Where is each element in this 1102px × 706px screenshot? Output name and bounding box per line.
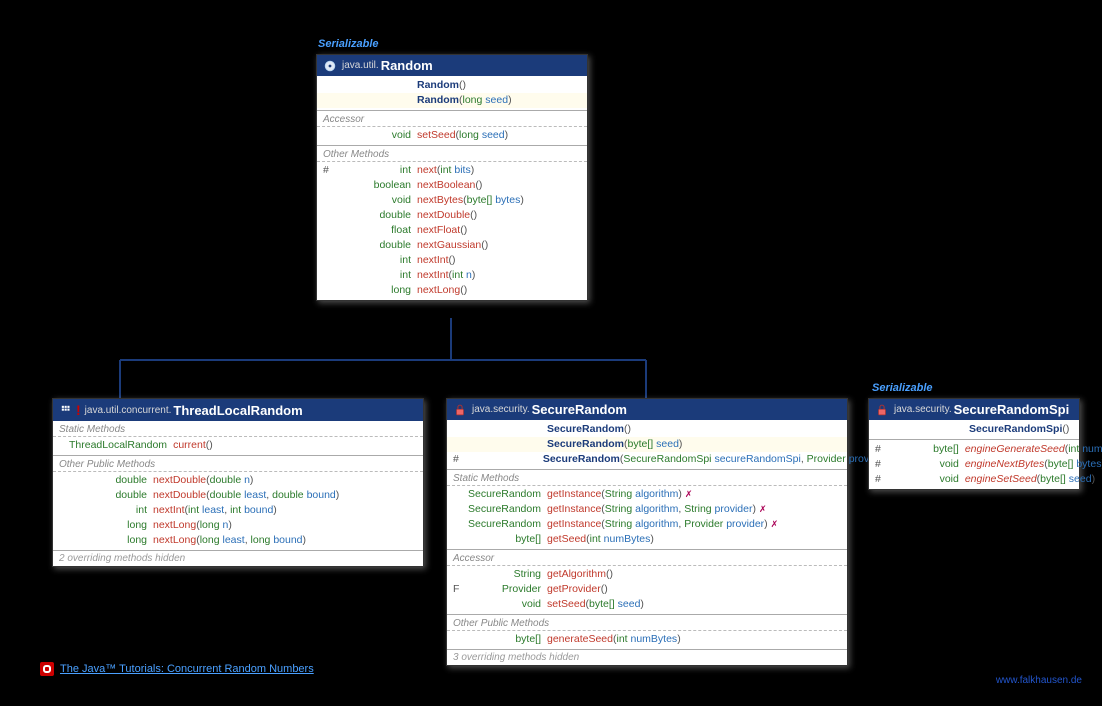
class-title-tlr: ! java.util.concurrent.ThreadLocalRandom [53, 399, 423, 421]
method-nextInt: intnextInt () [317, 253, 587, 268]
method-nextDouble: doublenextDouble (double least, double b… [53, 488, 423, 503]
tutorial-link-text: The Java™ Tutorials: Concurrent Random N… [60, 663, 314, 675]
section-label: Other Public Methods [53, 458, 423, 472]
package-label: java.util.concurrent. [85, 405, 172, 416]
package-label: java.util. [342, 60, 379, 71]
section-label: Other Methods [317, 148, 587, 162]
lock-icon [453, 403, 467, 417]
class-title-random: java.util.Random [317, 55, 587, 76]
method-nextLong: longnextLong (long n) [53, 518, 423, 533]
gear-icon [323, 59, 337, 73]
method-getInstance: SecureRandomgetInstance (String algorith… [447, 487, 847, 502]
section-label: Static Methods [447, 472, 847, 486]
section-label: Accessor [317, 113, 587, 127]
section-label: Other Public Methods [447, 617, 847, 631]
class-name: SecureRandom [532, 402, 627, 417]
method-getAlgorithm: StringgetAlgorithm () [447, 567, 847, 582]
class-title-secure: java.security.SecureRandom [447, 399, 847, 420]
tutorial-link[interactable]: The Java™ Tutorials: Concurrent Random N… [40, 662, 314, 676]
method-nextLong: longnextLong () [317, 283, 587, 298]
constructor: Random (long seed) [317, 93, 587, 108]
constructor: SecureRandom () [447, 422, 847, 437]
method-nextBoolean: booleannextBoolean () [317, 178, 587, 193]
method-generateSeed: byte[]generateSeed (int numBytes) [447, 632, 847, 647]
class-random: java.util.Random Random ()Random (long se… [316, 54, 588, 301]
hidden-methods-note: 2 overriding methods hidden [53, 551, 423, 566]
method-nextInt: intnextInt (int least, int bound) [53, 503, 423, 518]
method-nextInt: intnextInt (int n) [317, 268, 587, 283]
constructor: #SecureRandom (SecureRandomSpi secureRan… [447, 452, 847, 467]
method-nextFloat: floatnextFloat () [317, 223, 587, 238]
method-engineGenerateSeed: #byte[]engineGenerateSeed (int numBytes) [869, 442, 1079, 457]
section-label: Accessor [447, 552, 847, 566]
interface-label-serializable-2: Serializable [872, 382, 933, 394]
method-nextGaussian: doublenextGaussian () [317, 238, 587, 253]
constructor: SecureRandom (byte[] seed) [447, 437, 847, 452]
grid-icon [59, 403, 73, 417]
interface-label-serializable-1: Serializable [318, 38, 379, 50]
package-label: java.security. [894, 404, 952, 415]
method-getProvider: FProvidergetProvider () [447, 582, 847, 597]
method-engineNextBytes: #voidengineNextBytes (byte[] bytes) [869, 457, 1079, 472]
method-setSeed: voidsetSeed (long seed) [317, 128, 587, 143]
oracle-icon [40, 662, 54, 676]
lock-icon [875, 403, 889, 417]
method-getInstance: SecureRandomgetInstance (String algorith… [447, 517, 847, 532]
class-spi: java.security.SecureRandomSpiSecureRando… [868, 398, 1080, 490]
hidden-methods-note: 3 overriding methods hidden [447, 650, 847, 665]
method-getSeed: byte[]getSeed (int numBytes) [447, 532, 847, 547]
method-nextDouble: doublenextDouble (double n) [53, 473, 423, 488]
class-name: SecureRandomSpi [954, 402, 1070, 417]
method-nextDouble: doublenextDouble () [317, 208, 587, 223]
method-setSeed: voidsetSeed (byte[] seed) [447, 597, 847, 612]
constructor: SecureRandomSpi () [869, 422, 1079, 437]
class-name: ThreadLocalRandom [173, 403, 302, 418]
exclaim-icon: ! [76, 402, 81, 418]
class-secure: java.security.SecureRandom SecureRandom (… [446, 398, 848, 666]
method-nextLong: longnextLong (long least, long bound) [53, 533, 423, 548]
constructor: Random () [317, 78, 587, 93]
package-label: java.security. [472, 404, 530, 415]
method-getInstance: SecureRandomgetInstance (String algorith… [447, 502, 847, 517]
class-tlr: ! java.util.concurrent.ThreadLocalRandom S… [52, 398, 424, 567]
section-label: Static Methods [53, 423, 423, 437]
class-name: Random [381, 58, 433, 73]
credit-text: www.falkhausen.de [996, 675, 1082, 686]
method-nextBytes: voidnextBytes (byte[] bytes) [317, 193, 587, 208]
method-current: ThreadLocalRandomcurrent () [53, 438, 423, 453]
method-engineSetSeed: #voidengineSetSeed (byte[] seed) [869, 472, 1079, 487]
class-title-spi: java.security.SecureRandomSpi [869, 399, 1079, 420]
method-next: #intnext (int bits) [317, 163, 587, 178]
